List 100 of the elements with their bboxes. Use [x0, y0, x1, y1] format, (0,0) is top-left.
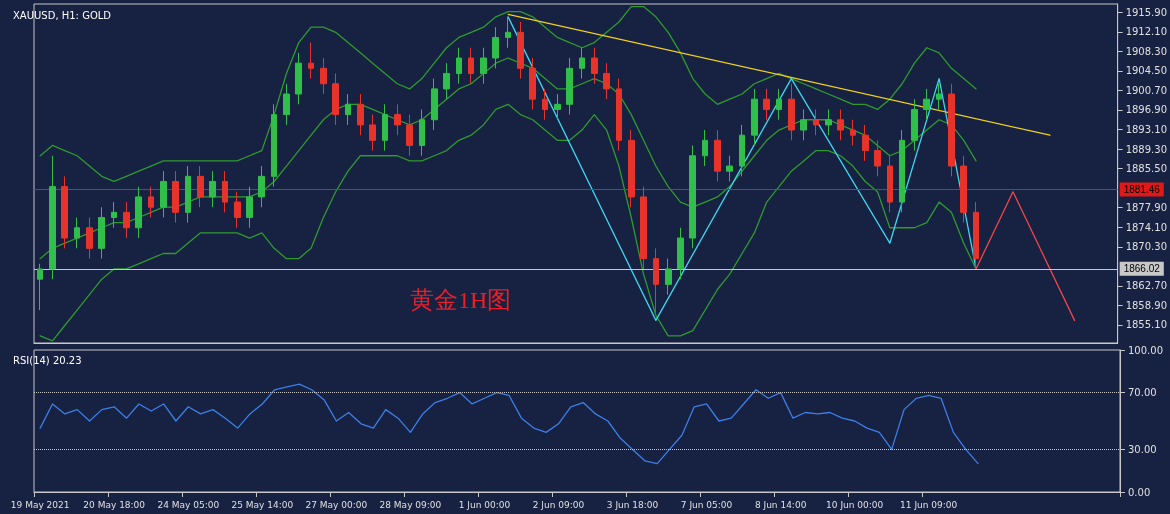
x-tick-label: 2 Jun 09:00: [532, 499, 585, 510]
chart-title: RSI(14) 20.23: [13, 354, 82, 366]
candlestick: [209, 170, 216, 208]
candlestick: [923, 88, 930, 121]
candlestick: [480, 47, 487, 85]
candlestick: [123, 201, 130, 239]
candlestick: [973, 201, 979, 270]
y-tick-label: 1912.10: [1125, 26, 1168, 38]
candlestick: [665, 258, 672, 296]
candlestick: [74, 216, 80, 249]
candlestick: [148, 186, 154, 218]
candlestick: [222, 170, 228, 213]
x-tick-label: 3 Jun 18:00: [606, 499, 659, 510]
candlestick: [246, 186, 253, 229]
candlestick: [86, 216, 93, 260]
candlestick: [542, 88, 548, 121]
candlestick: [49, 155, 56, 280]
candlestick: [739, 124, 745, 177]
candlestick: [456, 47, 462, 85]
candlestick: [382, 103, 388, 152]
x-tick-label: 27 May 00:00: [305, 499, 368, 510]
candlestick: [419, 108, 425, 157]
candlestick: [443, 62, 450, 100]
y-tick-label: 1900.70: [1125, 84, 1168, 96]
candlestick: [406, 114, 413, 157]
candlestick: [874, 139, 881, 177]
candlestick: [197, 165, 204, 208]
x-tick-label: 10 Jun 00:00: [826, 499, 884, 510]
candlestick: [850, 119, 856, 146]
candlestick: [492, 26, 499, 69]
candlestick: [185, 165, 191, 224]
candlestick: [813, 108, 819, 136]
candlestick: [295, 52, 302, 105]
candlestick: [369, 114, 376, 152]
candlestick: [628, 129, 635, 208]
candlestick: [258, 165, 265, 208]
candlestick: [431, 78, 438, 131]
candlestick: [800, 108, 807, 141]
candlestick: [135, 186, 142, 239]
y-tick-label: 100.00: [1128, 344, 1163, 356]
x-tick-label: 28 May 09:00: [379, 499, 442, 510]
candlestick: [308, 42, 314, 80]
candlestick: [726, 155, 733, 182]
candlestick: [837, 108, 844, 141]
y-tick-label: 1885.50: [1125, 163, 1168, 175]
y-tick-label: 70.00: [1128, 387, 1157, 399]
candlestick: [61, 175, 68, 249]
y-tick-label: 1855.10: [1125, 319, 1168, 331]
candlestick: [948, 83, 955, 177]
x-tick-label: 25 May 14:00: [231, 499, 294, 510]
candlestick: [554, 93, 561, 121]
candlestick: [517, 21, 524, 80]
annotation: 黄金1H图: [410, 287, 512, 313]
line-series: [507, 16, 977, 322]
candlestick: [579, 47, 585, 80]
candlestick: [320, 57, 327, 95]
candlestick: [689, 144, 696, 249]
y-tick-label: 0.00: [1128, 486, 1151, 498]
candlestick: [751, 88, 758, 146]
candlestick: [936, 83, 942, 110]
candlestick: [899, 129, 905, 213]
y-tick-label: 1870.30: [1125, 241, 1168, 253]
candlestick: [345, 93, 351, 126]
candlestick: [887, 155, 893, 213]
candlestick: [98, 206, 105, 260]
x-tick-label: 19 May 2021: [10, 499, 70, 510]
y-tick-label: 1896.90: [1125, 104, 1168, 116]
y-tick-label: 1904.50: [1125, 65, 1168, 77]
candlestick: [640, 186, 647, 270]
candlestick: [234, 191, 241, 229]
text: XAUUSD, H1: GOLD: [13, 9, 112, 21]
y-tick-label: 1858.90: [1125, 299, 1168, 311]
line-series: [39, 57, 977, 260]
line-series: [39, 103, 977, 342]
x-tick-label: 20 May 18:00: [83, 499, 146, 510]
candlestick: [505, 16, 511, 49]
y-tick-label: 1915.90: [1125, 6, 1168, 18]
candlestick: [566, 57, 573, 116]
candlestick: [37, 263, 43, 311]
candlestick: [776, 88, 782, 121]
candlestick: [862, 124, 869, 162]
candlestick: [111, 201, 117, 229]
candlestick: [911, 98, 918, 152]
candlestick: [702, 129, 708, 167]
candlestick: [394, 103, 401, 136]
candlestick: [332, 72, 339, 126]
candlestick: [160, 170, 167, 218]
x-tick-label: 1 Jun 00:00: [458, 499, 511, 510]
ref-line-label: 1881.46: [1123, 183, 1161, 195]
x-tick-label: 8 Jun 14:00: [754, 499, 807, 510]
y-tick-label: 1877.90: [1125, 202, 1168, 214]
y-tick-label: 1893.10: [1125, 124, 1168, 136]
candlestick: [271, 103, 277, 188]
y-tick-label: 1874.10: [1125, 221, 1168, 233]
candlestick: [529, 57, 536, 110]
candlestick: [763, 88, 770, 121]
candlestick: [677, 227, 684, 280]
y-tick-label: 1862.70: [1125, 280, 1168, 292]
candlestick: [468, 47, 474, 85]
x-tick-label: 11 Jun 09:00: [900, 499, 958, 510]
